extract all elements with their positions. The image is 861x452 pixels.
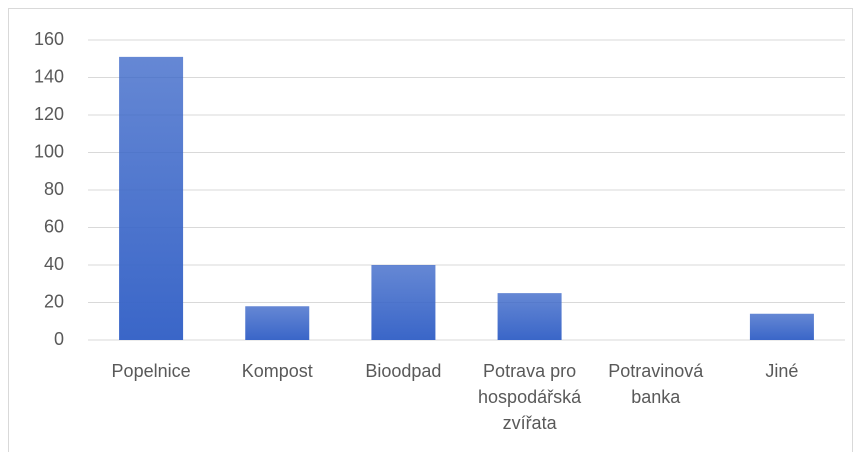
y-tick-label: 0	[54, 329, 64, 349]
bar	[497, 293, 562, 340]
bar	[371, 265, 436, 340]
x-tick-label: Popelnice	[111, 361, 191, 381]
y-tick-label: 40	[44, 254, 64, 274]
x-tick-label: Jiné	[765, 361, 799, 381]
x-tick-label: Kompost	[241, 361, 313, 381]
bar	[119, 56, 184, 340]
y-tick-label: 120	[34, 104, 64, 124]
y-tick-label: 20	[44, 291, 64, 311]
chart-frame	[8, 8, 853, 452]
x-tick-label: Bioodpad	[365, 361, 442, 381]
bar	[245, 306, 310, 340]
x-tick-label: Potrava pro hospodářská zvířata	[478, 361, 582, 433]
y-tick-label: 80	[44, 179, 64, 199]
y-tick-label: 140	[34, 66, 64, 86]
y-tick-label: 100	[34, 141, 64, 161]
bar	[749, 313, 814, 340]
y-tick-label: 60	[44, 216, 64, 236]
y-tick-label: 160	[34, 29, 64, 49]
x-tick-label: Potravinová banka	[608, 361, 704, 407]
